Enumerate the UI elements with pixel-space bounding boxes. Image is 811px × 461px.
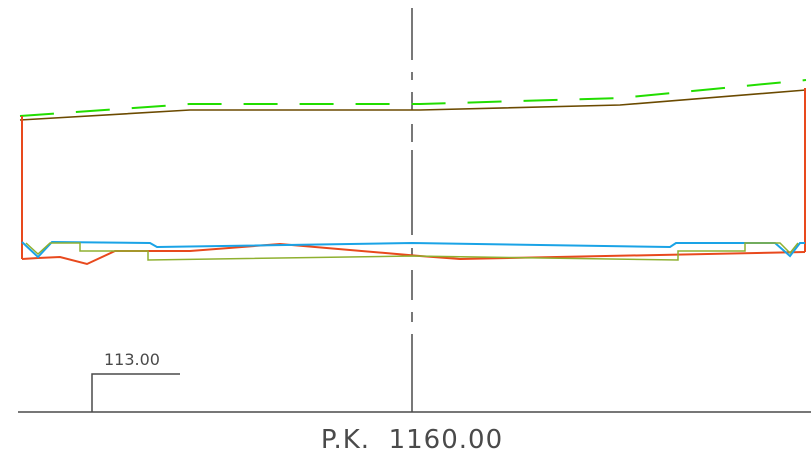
reference-level-label: 113.00 — [104, 350, 160, 369]
station-label: P.K. 1160.00 — [321, 425, 503, 455]
terrain-dashed-line — [19, 79, 807, 117]
reference-level-marker — [91, 373, 180, 412]
section-outline — [21, 88, 806, 266]
pavement-surface-line — [21, 240, 805, 259]
subgrade-top-line — [19, 89, 807, 121]
pavement-base-line — [25, 242, 799, 261]
